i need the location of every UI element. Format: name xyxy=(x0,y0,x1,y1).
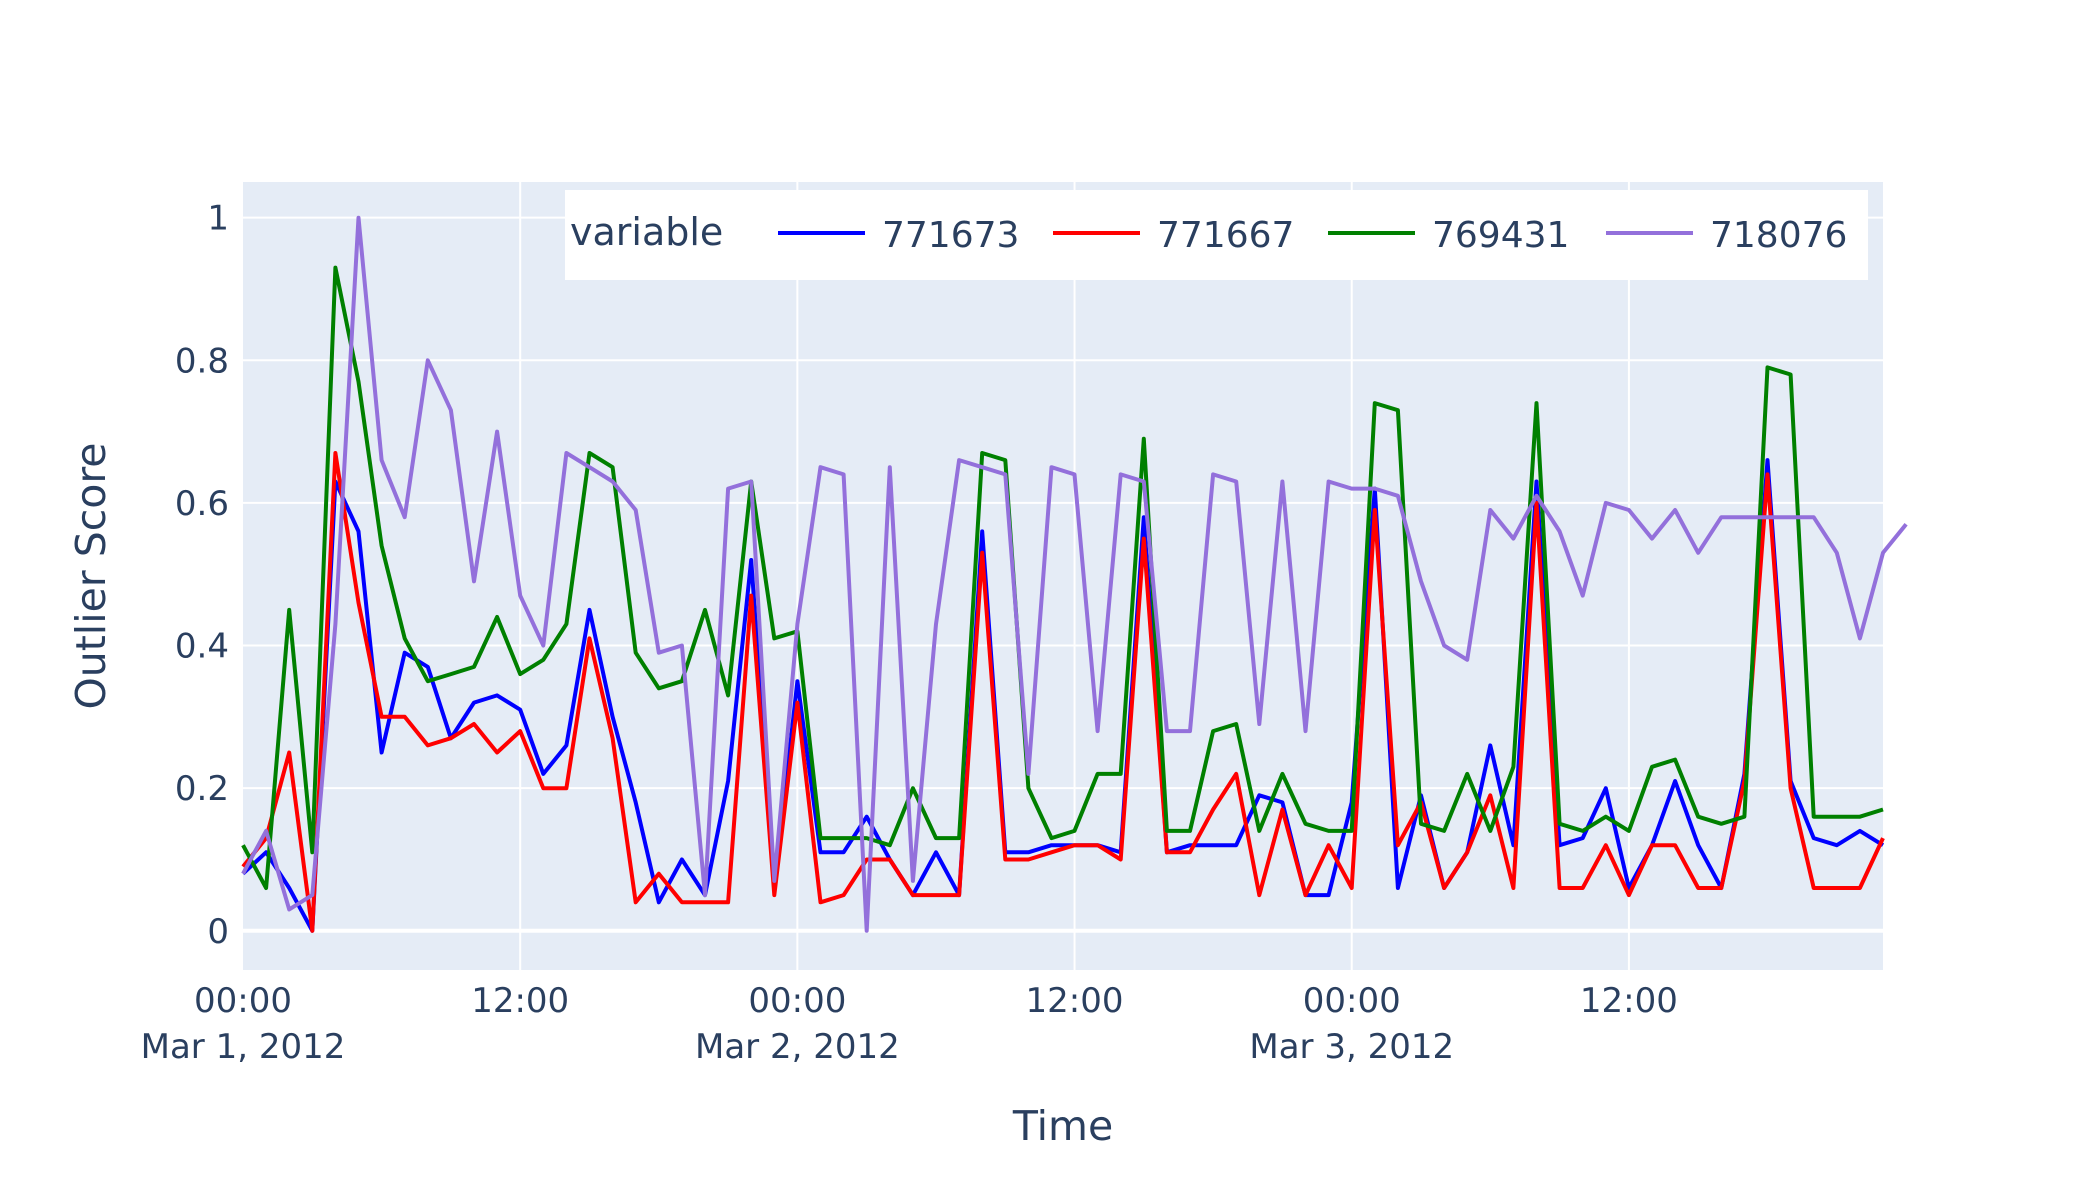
x-tick-time-label: 12:00 xyxy=(1026,981,1124,1021)
x-tick-time-label: 00:00 xyxy=(1303,981,1401,1021)
x-tick-date-label: Mar 3, 2012 xyxy=(1249,1027,1454,1067)
legend-label-771673: 771673 xyxy=(882,215,1019,256)
legend: variable 771673 771667 769431 718076 xyxy=(565,190,1868,280)
x-axis-title: Time xyxy=(1012,1102,1113,1150)
legend-title: variable xyxy=(570,210,723,254)
y-axis-title: Outlier Score xyxy=(67,442,115,709)
series-line-769431 xyxy=(241,265,1884,890)
series-line-718076 xyxy=(241,215,1908,933)
legend-items: 771673 771667 769431 718076 xyxy=(778,215,1847,256)
y-tick-label: 0.8 xyxy=(175,341,229,381)
axes: 0 0.2 0.4 0.6 0.8 1 00:00 Mar 1, 2012 12:00 00:00… xyxy=(141,199,1678,1067)
x-tick-time-label: 12:00 xyxy=(471,981,569,1021)
y-tick-label: 0.6 xyxy=(175,484,229,524)
y-tick-label: 0.4 xyxy=(175,627,229,667)
y-tick-label: 0.2 xyxy=(175,769,229,809)
x-tick-date-label: Mar 2, 2012 xyxy=(695,1027,900,1067)
x-tick-time-label: 12:00 xyxy=(1580,981,1678,1021)
legend-label-718076: 718076 xyxy=(1710,215,1847,256)
series-line-771667 xyxy=(241,451,1885,933)
y-tick-label: 1 xyxy=(207,199,229,239)
legend-label-769431: 769431 xyxy=(1432,215,1569,256)
legend-label-771667: 771667 xyxy=(1157,215,1294,256)
plot-background xyxy=(243,182,1883,970)
x-tick-time-label: 00:00 xyxy=(748,981,846,1021)
x-tick-time-label: 00:00 xyxy=(194,981,292,1021)
series-line-771673 xyxy=(241,458,1885,933)
y-tick-label: 0 xyxy=(207,912,229,952)
x-tick-date-label: Mar 1, 2012 xyxy=(141,1027,346,1067)
series-lines xyxy=(241,215,1908,933)
